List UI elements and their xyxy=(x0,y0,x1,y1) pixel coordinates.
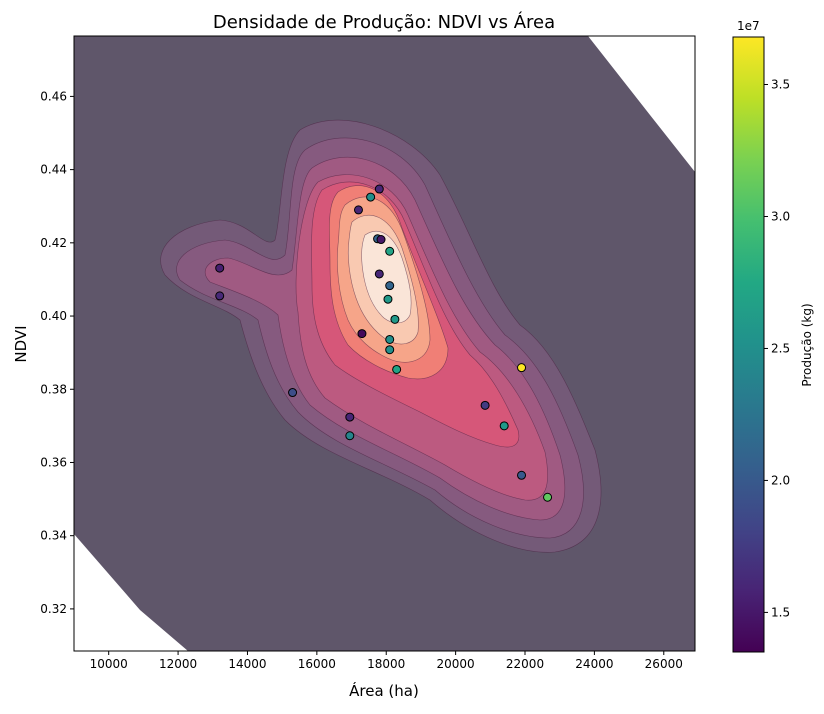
x-axis-label: Área (ha) xyxy=(349,681,419,700)
scatter-point xyxy=(374,184,384,194)
plot-frame xyxy=(73,35,696,652)
x-axis: 10000 12000 14000 16000 18000 20000 22000 24000… xyxy=(90,651,683,671)
y-tick-label: 0.32 xyxy=(40,602,67,616)
colorbar-tick-label: 2.5 xyxy=(771,341,790,355)
density-layer xyxy=(74,36,695,651)
scatter-point xyxy=(345,431,355,441)
density-contours xyxy=(160,119,602,553)
y-tick-label: 0.40 xyxy=(40,309,67,323)
scatter-points xyxy=(215,184,553,502)
scatter-point xyxy=(288,388,298,398)
scatter-point xyxy=(385,334,395,344)
colorbar-tick-label: 1.5 xyxy=(771,605,790,619)
colorbar-tick-label: 3.0 xyxy=(771,209,790,223)
x-tick-label: 22000 xyxy=(506,657,544,671)
colorbar-tick-label: 3.5 xyxy=(771,78,790,92)
x-tick-label: 24000 xyxy=(575,657,613,671)
y-tick-label: 0.38 xyxy=(40,382,67,396)
scatter-point xyxy=(385,246,395,256)
y-axis-label: NDVI xyxy=(12,325,30,362)
colorbar-label: Produção (kg) xyxy=(800,303,814,386)
x-tick-label: 12000 xyxy=(159,657,197,671)
colorbar-tick-label: 2.0 xyxy=(771,473,790,487)
scatter-point xyxy=(357,329,367,339)
y-tick-label: 0.34 xyxy=(40,529,67,543)
x-tick-label: 14000 xyxy=(228,657,266,671)
scatter-point xyxy=(366,192,376,202)
scatter-point xyxy=(543,492,553,502)
scatter-point xyxy=(517,363,527,373)
scatter-point xyxy=(517,470,527,480)
x-tick-label: 10000 xyxy=(90,657,128,671)
y-tick-label: 0.42 xyxy=(40,236,67,250)
colorbar-offset-text: 1e7 xyxy=(737,19,760,33)
scatter-point xyxy=(376,235,386,245)
scatter-point xyxy=(392,364,402,374)
x-tick-label: 26000 xyxy=(645,657,683,671)
colorbar: 1.5 2.0 2.5 3.0 3.5 1e7 Produção (kg) xyxy=(732,19,814,653)
y-tick-label: 0.36 xyxy=(40,455,67,469)
x-tick-label: 20000 xyxy=(437,657,475,671)
scatter-point xyxy=(390,314,400,324)
scatter-point xyxy=(345,412,355,422)
colorbar-ticks: 1.5 2.0 2.5 3.0 3.5 xyxy=(764,78,790,619)
x-tick-label: 16000 xyxy=(298,657,336,671)
scatter-point xyxy=(383,294,393,304)
y-tick-label: 0.46 xyxy=(40,89,67,103)
y-axis: 0.32 0.34 0.36 0.38 0.40 0.42 0.44 0.46 xyxy=(40,89,74,616)
scatter-point xyxy=(215,263,225,273)
x-tick-label: 18000 xyxy=(367,657,405,671)
scatter-point xyxy=(385,345,395,355)
scatter-point xyxy=(499,421,509,431)
colorbar-gradient xyxy=(732,36,765,653)
chart-title: Densidade de Produção: NDVI vs Área xyxy=(213,11,555,33)
scatter-point xyxy=(374,269,384,279)
scatter-point xyxy=(353,205,363,215)
scatter-point xyxy=(385,281,395,291)
scatter-point xyxy=(480,400,490,410)
scatter-point xyxy=(215,291,225,301)
y-tick-label: 0.44 xyxy=(40,163,67,177)
